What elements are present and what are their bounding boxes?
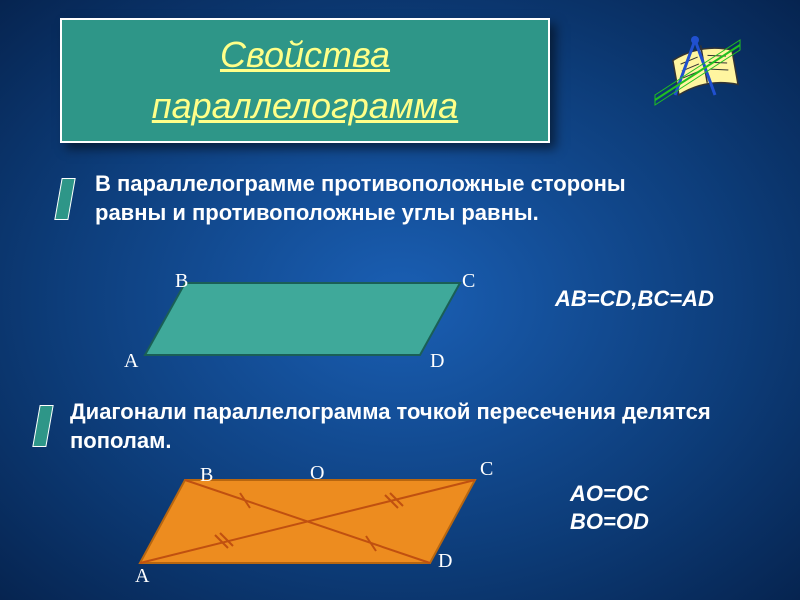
bullet-icon: [32, 405, 53, 447]
equation-2b: BO=OD: [570, 508, 649, 537]
equation-2a: AO=OC: [570, 480, 649, 509]
vertex-O: O: [310, 462, 324, 485]
vertex-A-1: A: [124, 350, 138, 373]
vertex-D-1: D: [430, 350, 444, 373]
vertex-C-1: C: [462, 270, 475, 293]
property1-text: В параллелограмме противоположные сторон…: [95, 170, 695, 227]
vertex-C-2: C: [480, 458, 493, 481]
title-text: Свойства параллелограмма: [62, 30, 548, 131]
book-compass-icon: [650, 25, 760, 120]
equation-1: AB=CD,BC=AD: [555, 285, 714, 314]
bullet-icon: [54, 178, 75, 220]
vertex-D-2: D: [438, 550, 452, 573]
vertex-B-2: B: [200, 464, 213, 487]
vertex-A-2: A: [135, 565, 149, 588]
vertex-B-1: B: [175, 270, 188, 293]
title-box: Свойства параллелограмма: [60, 18, 550, 143]
property2-text: Диагонали параллелограмма точкой пересеч…: [70, 398, 720, 455]
